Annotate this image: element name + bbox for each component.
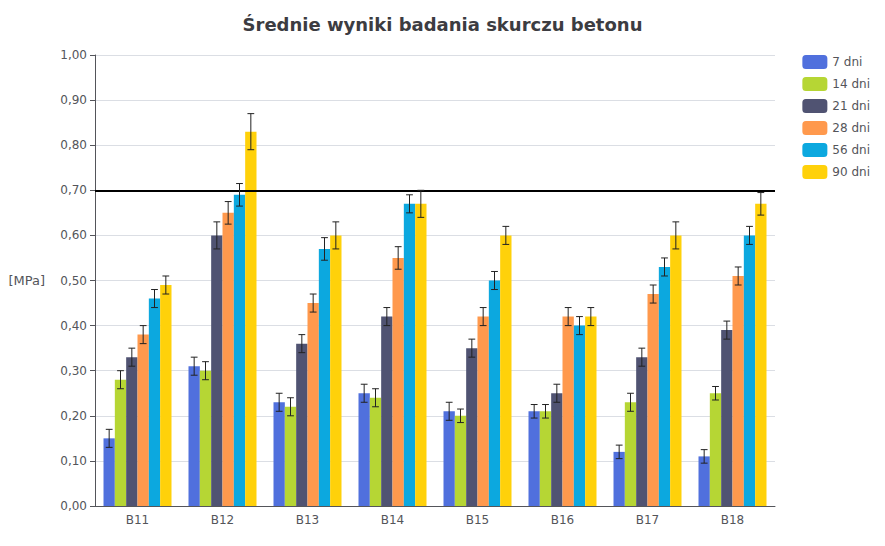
svg-text:B11: B11 [126, 513, 150, 527]
svg-text:0,10: 0,10 [60, 454, 87, 468]
svg-text:21 dni: 21 dni [832, 99, 870, 113]
svg-text:0,70: 0,70 [60, 183, 87, 197]
svg-text:B12: B12 [211, 513, 235, 527]
svg-text:B18: B18 [721, 513, 745, 527]
svg-text:B13: B13 [296, 513, 320, 527]
svg-text:0,80: 0,80 [60, 138, 87, 152]
svg-text:7 dni: 7 dni [832, 55, 862, 69]
svg-text:0,90: 0,90 [60, 93, 87, 107]
svg-text:Średnie wyniki badania skurczu: Średnie wyniki badania skurczu betonu [243, 14, 643, 35]
svg-text:0,50: 0,50 [60, 274, 87, 288]
svg-text:B17: B17 [636, 513, 660, 527]
svg-text:B16: B16 [551, 513, 575, 527]
svg-text:B15: B15 [466, 513, 490, 527]
svg-text:[MPa]: [MPa] [8, 273, 45, 288]
svg-text:90 dni: 90 dni [832, 165, 870, 179]
svg-text:0,20: 0,20 [60, 409, 87, 423]
svg-text:14 dni: 14 dni [832, 77, 870, 91]
svg-text:B14: B14 [381, 513, 405, 527]
svg-text:1,00: 1,00 [60, 48, 87, 62]
svg-text:0,60: 0,60 [60, 228, 87, 242]
svg-text:0,40: 0,40 [60, 319, 87, 333]
svg-text:56 dni: 56 dni [832, 143, 870, 157]
svg-text:28 dni: 28 dni [832, 121, 870, 135]
svg-text:0,00: 0,00 [60, 499, 87, 513]
svg-text:0,30: 0,30 [60, 364, 87, 378]
